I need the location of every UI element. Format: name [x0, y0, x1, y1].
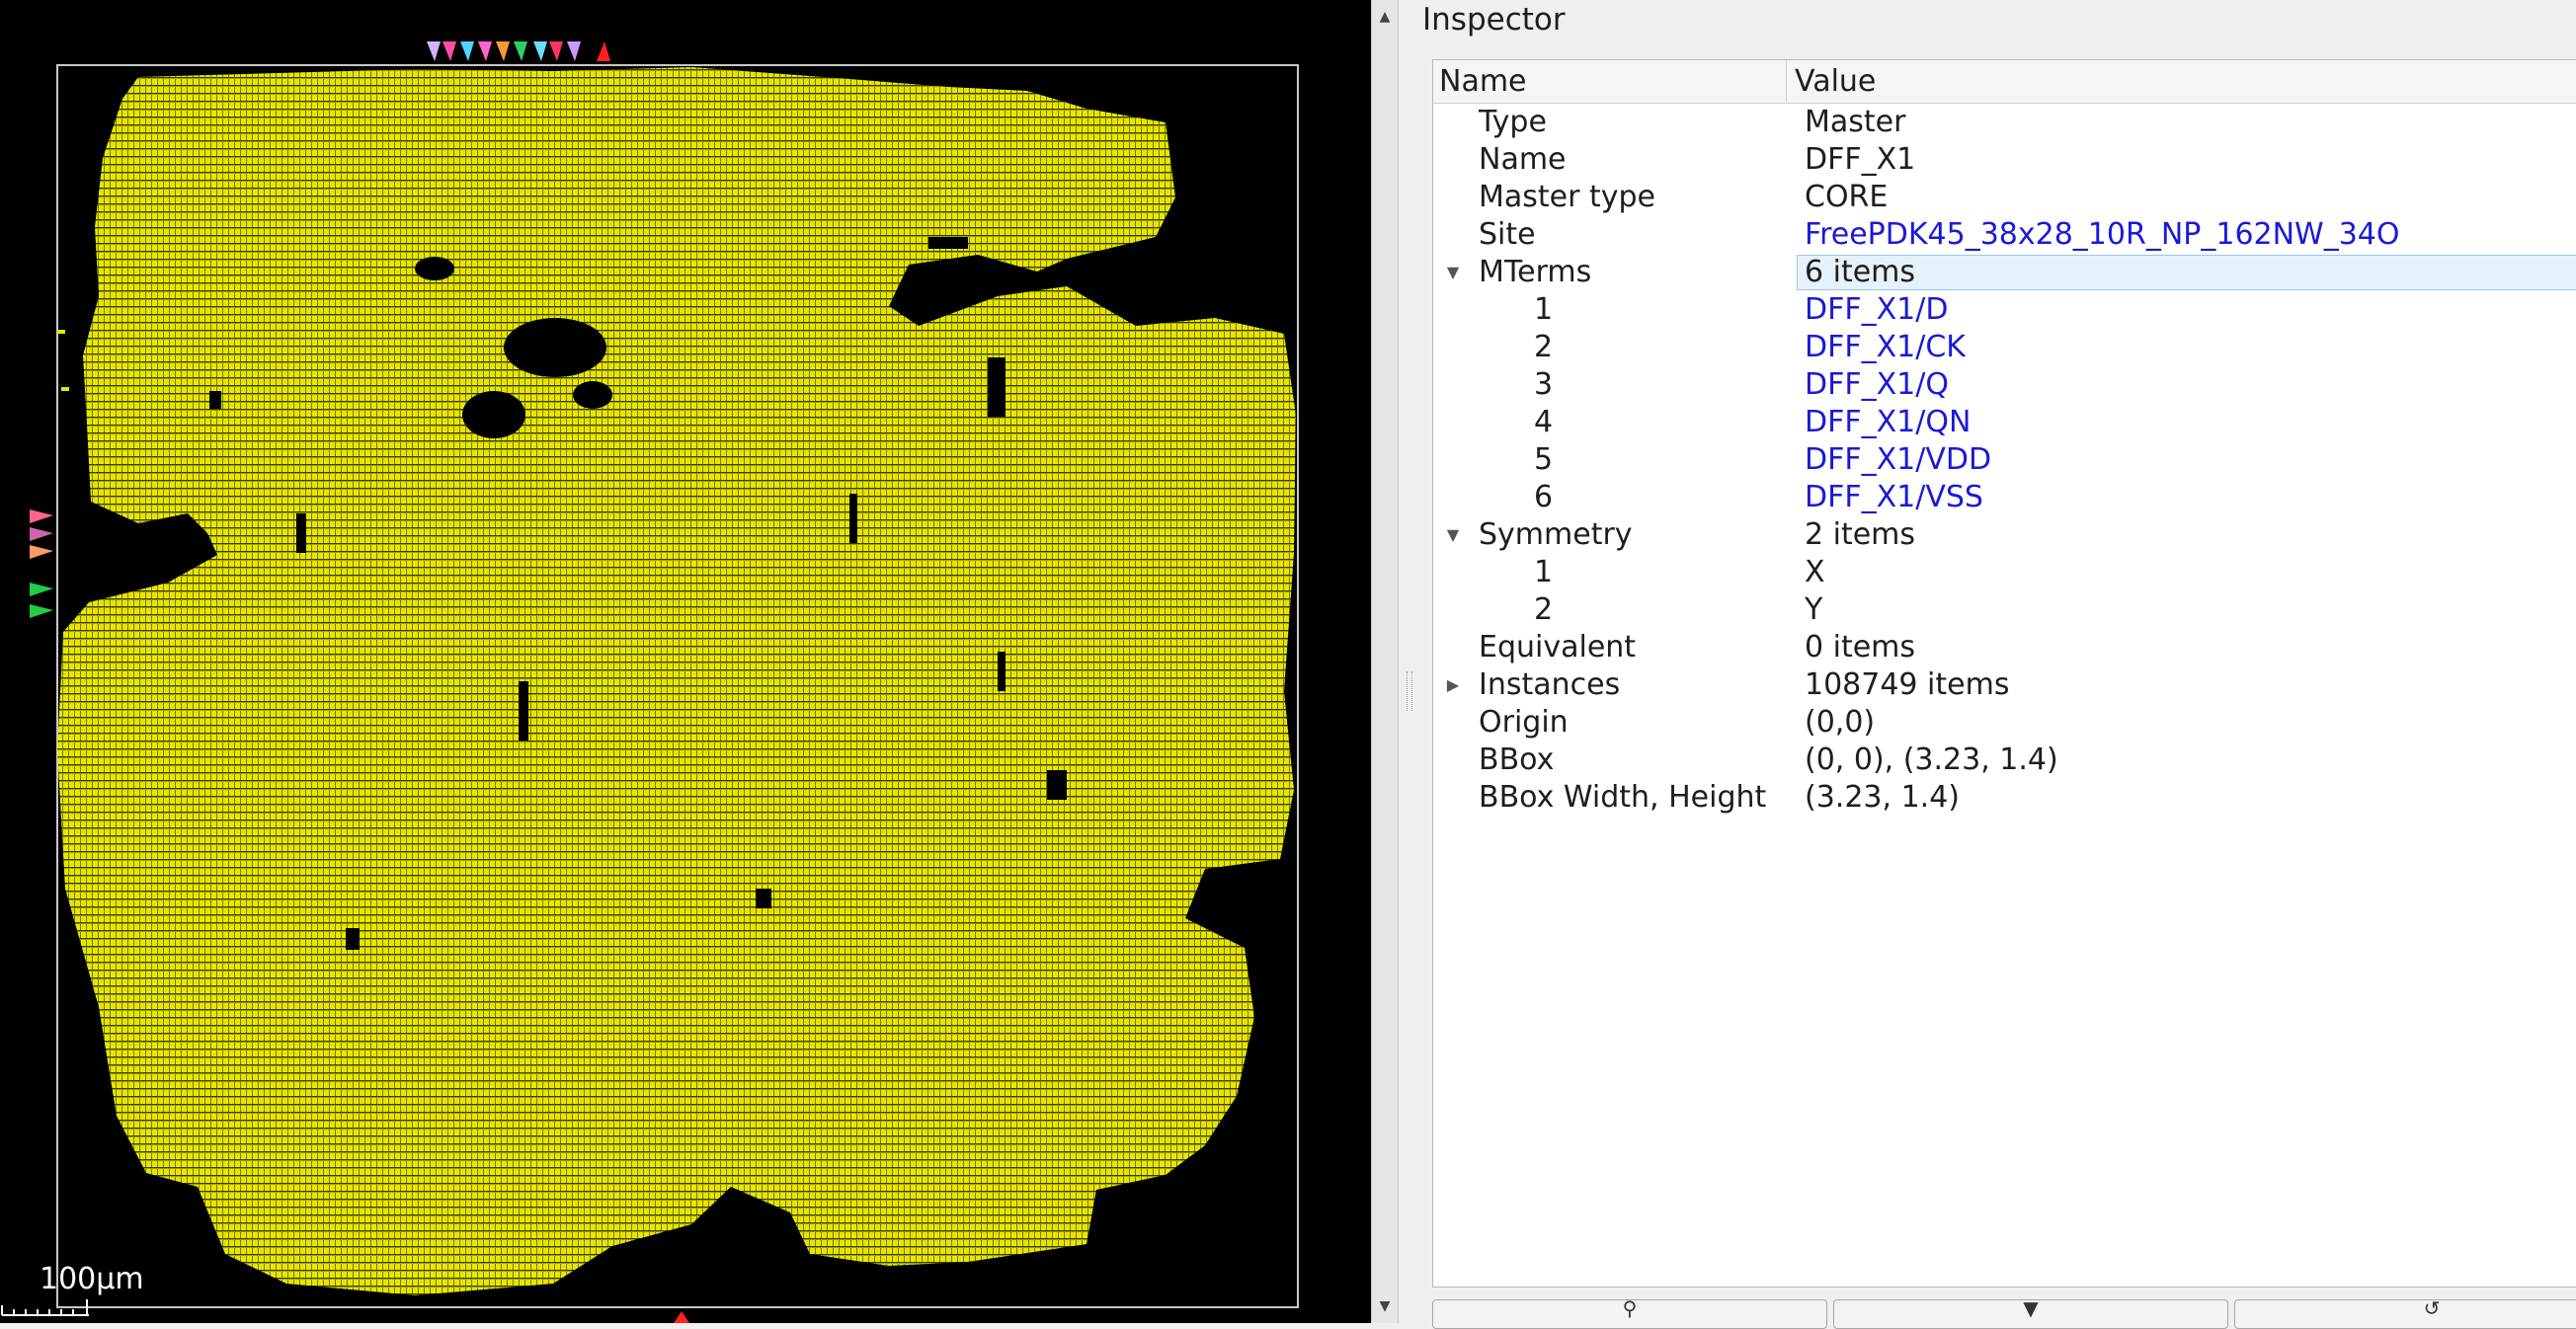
tree-row-mterm-5[interactable]: 5 DFF_X1/VDD — [1433, 441, 2576, 479]
row-name: Origin — [1479, 705, 1569, 740]
row-value: 6 items — [1805, 255, 1916, 289]
row-value: (0, 0), (3.23, 1.4) — [1805, 743, 2058, 777]
row-index: 2 — [1534, 592, 1554, 627]
expand-arrow-down-icon[interactable]: ▼ — [1446, 525, 1460, 544]
row-value: Y — [1805, 592, 1823, 627]
highlight-button[interactable]: ▼ — [1833, 1296, 2228, 1329]
row-name: Instances — [1479, 667, 1621, 702]
row-name: Master type — [1479, 180, 1656, 214]
tree-row-origin[interactable]: Origin (0,0) — [1433, 704, 2576, 742]
row-index: 1 — [1534, 555, 1554, 589]
tree-row-mterms[interactable]: ▼ MTerms 6 items — [1433, 254, 2576, 291]
mterm-link[interactable]: DFF_X1/QN — [1805, 405, 1972, 439]
expand-arrow-right-icon[interactable]: ▶ — [1446, 675, 1460, 694]
pin-button[interactable]: ⚲ — [1432, 1296, 1827, 1329]
mterm-link[interactable]: DFF_X1/Q — [1805, 367, 1949, 402]
tree-row-master-type[interactable]: Master type CORE — [1433, 179, 2576, 216]
selection-highlight — [1797, 255, 2576, 290]
splitter-grip-icon — [1407, 671, 1412, 711]
tree-row-name[interactable]: Name DFF_X1 — [1433, 141, 2576, 179]
tree-row-type[interactable]: Type Master — [1433, 104, 2576, 141]
tree-row-mterm-1[interactable]: 1 DFF_X1/D — [1433, 291, 2576, 329]
tree-row-symmetry-2[interactable]: 2 Y — [1433, 591, 2576, 629]
row-index: 6 — [1534, 480, 1554, 514]
mterm-link[interactable]: DFF_X1/CK — [1805, 330, 1966, 364]
row-name: MTerms — [1479, 255, 1592, 289]
scroll-up-arrow-icon[interactable]: ▲ — [1379, 9, 1391, 25]
scroll-down-arrow-icon[interactable]: ▼ — [1379, 1298, 1391, 1314]
inspector-panel: Inspector Name Value Type Master Name DF… — [1418, 0, 2576, 1329]
refresh-button[interactable]: ↺ — [2234, 1296, 2576, 1329]
mterm-link[interactable]: DFF_X1/D — [1805, 292, 1949, 327]
row-index: 5 — [1534, 442, 1554, 477]
mterm-link[interactable]: DFF_X1/VSS — [1805, 480, 1983, 514]
row-value: (3.23, 1.4) — [1805, 780, 1960, 815]
tree-row-symmetry-1[interactable]: 1 X — [1433, 554, 2576, 591]
tree-row-instances[interactable]: ▶ Instances 108749 items — [1433, 666, 2576, 704]
row-index: 2 — [1534, 330, 1554, 364]
refresh-icon: ↺ — [2423, 1296, 2441, 1320]
column-header-name[interactable]: Name — [1433, 60, 1787, 104]
scale-bar-icon — [1, 1299, 89, 1316]
placed-instances — [57, 67, 1296, 1295]
row-value: DFF_X1 — [1805, 142, 1916, 177]
tree-header: Name Value — [1433, 60, 2576, 104]
row-name: Type — [1479, 105, 1547, 139]
row-value: 0 items — [1805, 630, 1916, 664]
panel-splitter[interactable] — [1399, 0, 1418, 1323]
row-index: 4 — [1534, 405, 1554, 439]
row-value: CORE — [1805, 180, 1889, 214]
mterm-link[interactable]: DFF_X1/VDD — [1805, 442, 1992, 477]
row-name: Equivalent — [1479, 630, 1637, 664]
tree-row-bbox-width-height[interactable]: BBox Width, Height (3.23, 1.4) — [1433, 779, 2576, 817]
layout-vertical-scrollbar[interactable]: ▲ ▼ — [1371, 0, 1399, 1323]
tree-row-mterm-2[interactable]: 2 DFF_X1/CK — [1433, 329, 2576, 366]
inspector-title: Inspector — [1422, 2, 1566, 38]
tree-row-mterm-3[interactable]: 3 DFF_X1/Q — [1433, 366, 2576, 404]
row-name: Name — [1479, 142, 1567, 177]
pin-icon: ⚲ — [1622, 1296, 1638, 1320]
tree-row-symmetry[interactable]: ▼ Symmetry 2 items — [1433, 516, 2576, 554]
inspector-tree[interactable]: Name Value Type Master Name DFF_X1 Maste… — [1432, 59, 2576, 1288]
layout-canvas[interactable] — [0, 0, 1371, 1323]
row-value: 2 items — [1805, 517, 1916, 552]
row-name: BBox — [1479, 743, 1555, 777]
column-header-value[interactable]: Value — [1795, 64, 1877, 99]
tree-rows: Type Master Name DFF_X1 Master type CORE… — [1433, 104, 2576, 817]
row-name: Site — [1479, 217, 1536, 252]
row-value: (0,0) — [1805, 705, 1876, 740]
tree-row-site[interactable]: Site FreePDK45_38x28_10R_NP_162NW_34O — [1433, 216, 2576, 254]
row-value: 108749 items — [1805, 667, 2010, 702]
scale-bar-label: 100μm — [40, 1262, 144, 1296]
die-boundary — [56, 64, 1299, 1308]
placement-voids — [209, 237, 1067, 950]
io-pin-markers — [30, 41, 689, 1323]
row-value: X — [1805, 555, 1825, 589]
row-index: 1 — [1534, 292, 1554, 327]
row-index: 3 — [1534, 367, 1554, 402]
layout-view[interactable]: 100μm — [0, 0, 1371, 1323]
expand-arrow-down-icon[interactable]: ▼ — [1446, 263, 1460, 281]
tree-row-mterm-4[interactable]: 4 DFF_X1/QN — [1433, 404, 2576, 441]
tree-row-bbox[interactable]: BBox (0, 0), (3.23, 1.4) — [1433, 742, 2576, 779]
tree-row-equivalent[interactable]: Equivalent 0 items — [1433, 629, 2576, 666]
tree-row-mterm-6[interactable]: 6 DFF_X1/VSS — [1433, 479, 2576, 516]
row-value: Master — [1805, 105, 1906, 139]
highlight-icon: ▼ — [2023, 1296, 2039, 1320]
row-name: Symmetry — [1479, 517, 1633, 552]
site-link[interactable]: FreePDK45_38x28_10R_NP_162NW_34O — [1805, 217, 2400, 252]
row-name: BBox Width, Height — [1479, 780, 1767, 815]
